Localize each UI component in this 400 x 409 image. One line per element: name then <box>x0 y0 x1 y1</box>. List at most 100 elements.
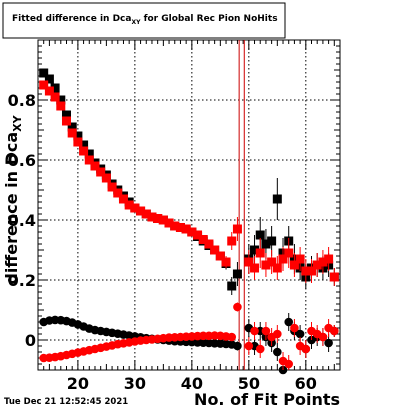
data-point-square <box>215 251 225 261</box>
data-point-square <box>227 281 237 291</box>
data-point-square <box>272 194 282 204</box>
data-point-circle <box>318 332 328 342</box>
data-point-square <box>329 272 339 282</box>
data-point-square <box>244 257 254 267</box>
reference-lines <box>238 40 245 370</box>
data-point-square <box>312 260 322 270</box>
data-point-square <box>250 245 260 255</box>
data-point-square <box>61 110 71 120</box>
y-tick-label: 0.2 <box>8 271 36 290</box>
data-point-square <box>73 131 83 141</box>
data-point-square <box>170 221 180 231</box>
data-point-square <box>164 218 174 228</box>
data-point-square <box>50 92 60 102</box>
data-point-square <box>141 209 151 219</box>
chart-title: Fitted difference in DcaXY for Global Re… <box>12 14 278 26</box>
data-point-square <box>261 260 271 270</box>
y-tick-label: 0.6 <box>8 151 36 170</box>
data-point-square <box>39 80 49 90</box>
data-point-square <box>130 203 140 213</box>
x-tick-label: 30 <box>124 374 146 393</box>
data-point-square <box>56 101 66 111</box>
data-point-square <box>67 122 77 132</box>
title-box <box>2 2 286 39</box>
data-point-square <box>73 137 83 147</box>
axis-ticks <box>38 40 341 371</box>
data-point-square <box>175 223 185 232</box>
data-point-square <box>307 266 317 276</box>
data-point-square <box>84 155 94 165</box>
data-point-square <box>204 239 214 249</box>
x-tick-label: 50 <box>238 374 260 393</box>
data-point-square <box>90 161 100 171</box>
data-point-square <box>227 236 237 246</box>
data-point-circle <box>295 329 305 339</box>
data-point-square <box>84 149 94 159</box>
data-point-circle <box>284 317 294 327</box>
data-point-square <box>39 68 49 78</box>
data-point-square <box>255 248 265 258</box>
data-point-square <box>272 263 282 273</box>
data-point-square <box>56 95 66 105</box>
data-point-circle <box>284 359 294 369</box>
data-point-circle <box>233 341 242 351</box>
data-point-square <box>221 257 231 267</box>
data-point-circle <box>250 326 259 336</box>
data-point-square <box>324 254 334 264</box>
data-point-circle <box>255 344 265 354</box>
data-point-square <box>44 86 54 96</box>
data-point-square <box>318 257 328 267</box>
data-point-square <box>193 230 203 240</box>
data-point-circle <box>273 329 282 339</box>
data-point-square <box>232 269 242 279</box>
data-point-square <box>136 206 146 216</box>
y-tick-label: 0.4 <box>8 211 36 230</box>
tick-labels: 20 30 40 50 60 0 0.2 0.4 0.6 0.8 <box>8 91 317 393</box>
data-point-square <box>295 254 305 264</box>
x-tick-label: 60 <box>295 374 317 393</box>
data-point-square <box>267 236 277 246</box>
data-point-circle <box>273 347 282 357</box>
data-point-square <box>153 214 163 223</box>
y-axis-label: difference in DcaXY <box>2 114 24 284</box>
data-point-square <box>181 224 191 234</box>
data-point-square <box>61 116 71 126</box>
data-point-square <box>198 235 208 244</box>
data-point-circle <box>330 326 339 336</box>
data-point-square <box>44 74 54 84</box>
data-point-square <box>96 167 106 177</box>
y-tick-label: 0 <box>25 331 36 350</box>
data-marks <box>39 68 339 375</box>
x-tick-label: 20 <box>67 374 89 393</box>
data-point-square <box>67 128 77 138</box>
x-axis-label: No. of Fit Points <box>194 390 340 409</box>
data-point-square <box>118 194 128 204</box>
x-tick-label: 40 <box>181 374 203 393</box>
data-point-circle <box>233 302 242 312</box>
y-tick-label: 0.8 <box>8 91 36 110</box>
data-point-square <box>113 188 123 198</box>
data-point-square <box>187 227 197 237</box>
data-point-square <box>79 140 89 150</box>
data-point-square <box>250 263 260 273</box>
data-point-square <box>107 182 117 192</box>
data-point-circle <box>261 326 271 336</box>
data-point-square <box>79 146 89 156</box>
data-point-square <box>210 245 220 255</box>
data-point-square <box>267 257 277 267</box>
data-point-square <box>278 254 288 264</box>
data-point-square <box>101 173 111 183</box>
data-point-square <box>261 239 271 249</box>
data-point-square <box>255 230 265 240</box>
data-point-circle <box>324 338 333 348</box>
data-point-square <box>289 260 299 270</box>
data-point-square <box>50 83 60 93</box>
data-point-square <box>284 248 294 258</box>
plot-frame <box>37 39 341 371</box>
timestamp: Tue Dec 21 12:52:45 2021 <box>4 397 128 407</box>
data-point-square <box>158 215 168 225</box>
data-point-circle <box>244 341 254 351</box>
data-point-square <box>124 200 134 210</box>
data-point-square <box>147 212 157 222</box>
